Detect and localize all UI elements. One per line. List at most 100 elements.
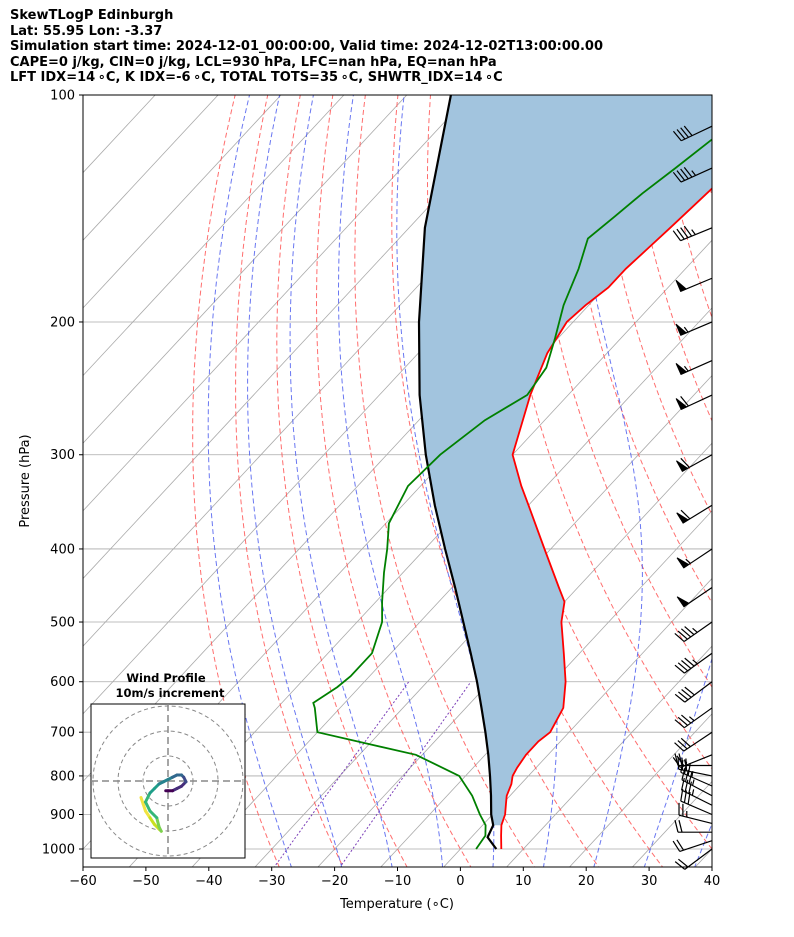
barb-full-feather (683, 167, 693, 178)
barb-full-feather (680, 737, 691, 748)
barb-full-feather (681, 777, 685, 791)
hodograph: Wind Profile 10m/s increment (90, 671, 246, 859)
barb-flag (675, 323, 688, 336)
isotherm-line (191, 307, 712, 867)
moist-adiabat-line (694, 822, 712, 867)
wind-barb (672, 839, 713, 853)
barb-shaft (680, 227, 713, 242)
y-tick-label: 500 (50, 616, 75, 631)
barb-full-feather (676, 129, 686, 140)
barb-half-feather (691, 789, 695, 796)
barb-flag (676, 512, 690, 524)
cape-line: CAPE=0 j/kg, CIN=0 j/kg, LCL=930 hPa, LF… (10, 54, 497, 70)
cape-shading (419, 95, 712, 826)
x-tick-label: 20 (578, 874, 595, 889)
barb-half-feather (691, 779, 695, 786)
hodograph-subtitle: 10m/s increment (116, 686, 225, 700)
barb-flag (675, 279, 688, 292)
isotherm-line (506, 645, 712, 867)
wind-barb (674, 820, 712, 833)
chart-header: SkewTLogP Edinburgh Lat: 55.95 Lon: -3.3… (10, 8, 603, 86)
y-tick-label: 700 (50, 726, 75, 741)
barb-shaft (683, 731, 713, 752)
barb-full-feather (680, 457, 690, 468)
barb-shaft (684, 652, 713, 674)
barb-full-feather (672, 230, 682, 242)
dry-adiabat-line (276, 95, 408, 867)
wind-barb (678, 802, 713, 825)
y-tick-label: 200 (50, 315, 75, 330)
parcel-profile (417, 95, 498, 850)
x-tick-label: −30 (258, 874, 285, 889)
wind-barb (674, 731, 713, 752)
barb-full-feather (677, 662, 689, 672)
barb-full-feather (674, 693, 686, 703)
barb-full-feather (681, 660, 692, 669)
barb-half-feather (691, 170, 697, 176)
barb-full-feather (678, 820, 683, 833)
x-tick-label: −10 (384, 874, 411, 889)
barb-full-feather (680, 628, 692, 638)
barb-full-feather (680, 509, 691, 520)
wind-barb (672, 167, 713, 183)
barb-full-feather (672, 757, 681, 768)
y-tick-label: 600 (50, 675, 75, 690)
wind-barb (675, 277, 713, 292)
barb-half-feather (685, 558, 691, 564)
barb-full-feather (674, 820, 679, 833)
wind-barb (674, 753, 712, 767)
dry-adiabat-line (235, 95, 344, 867)
barb-shaft (683, 621, 713, 643)
barb-half-feather (691, 229, 696, 235)
barb-shaft (680, 167, 713, 183)
mixing-ratio-line (273, 681, 410, 867)
barb-full-feather (676, 839, 685, 851)
barb-shaft (678, 814, 713, 825)
dewpoint-profile (312, 138, 712, 850)
barb-flag (676, 460, 689, 472)
x-tick-label: 10 (515, 874, 532, 889)
wind-barb (674, 621, 713, 643)
dry-adiabat-line (785, 78, 794, 868)
barb-full-feather (674, 664, 685, 674)
barb-shaft (680, 754, 713, 768)
barb-full-feather (688, 771, 693, 784)
dry-adiabat-line (391, 95, 600, 867)
wind-barb (681, 777, 713, 806)
barb-full-feather (677, 756, 680, 770)
y-tick-label: 1000 (42, 843, 75, 858)
x-axis-label: Temperature (∘C) (339, 897, 454, 912)
barb-half-feather (689, 716, 695, 722)
barb-flag (675, 363, 688, 376)
isotherm-line (694, 848, 712, 867)
x-tick-label: −40 (195, 874, 222, 889)
barb-full-feather (688, 781, 693, 794)
barb-shaft (678, 768, 713, 777)
hodograph-trace (144, 791, 152, 804)
wind-barb (675, 321, 713, 336)
barb-shaft (681, 779, 713, 797)
barb-half-feather (683, 365, 689, 372)
wind-barb (676, 504, 713, 524)
barb-shaft (684, 848, 713, 870)
time-line: Simulation start time: 2024-12-01_00:00:… (10, 39, 603, 54)
y-tick-label: 100 (50, 89, 75, 104)
y-tick-label: 400 (50, 542, 75, 557)
barb-full-feather (678, 691, 689, 701)
barb-flag (676, 557, 690, 569)
profiles (312, 95, 712, 850)
isotherm-line (757, 78, 794, 868)
y-tick-label: 900 (50, 808, 75, 823)
barb-half-feather (683, 759, 687, 766)
barb-half-feather (683, 326, 689, 333)
barb-full-feather (680, 395, 689, 407)
wind-barb (672, 125, 713, 142)
barb-shaft (683, 707, 713, 729)
hodograph-trace (155, 816, 161, 829)
isotherm-line (317, 442, 712, 867)
dry-adiabat-line (753, 78, 794, 868)
dry-adiabat-line (721, 78, 794, 868)
hodograph-title: Wind Profile (126, 671, 206, 685)
y-axis-label: Pressure (hPa) (18, 434, 33, 527)
